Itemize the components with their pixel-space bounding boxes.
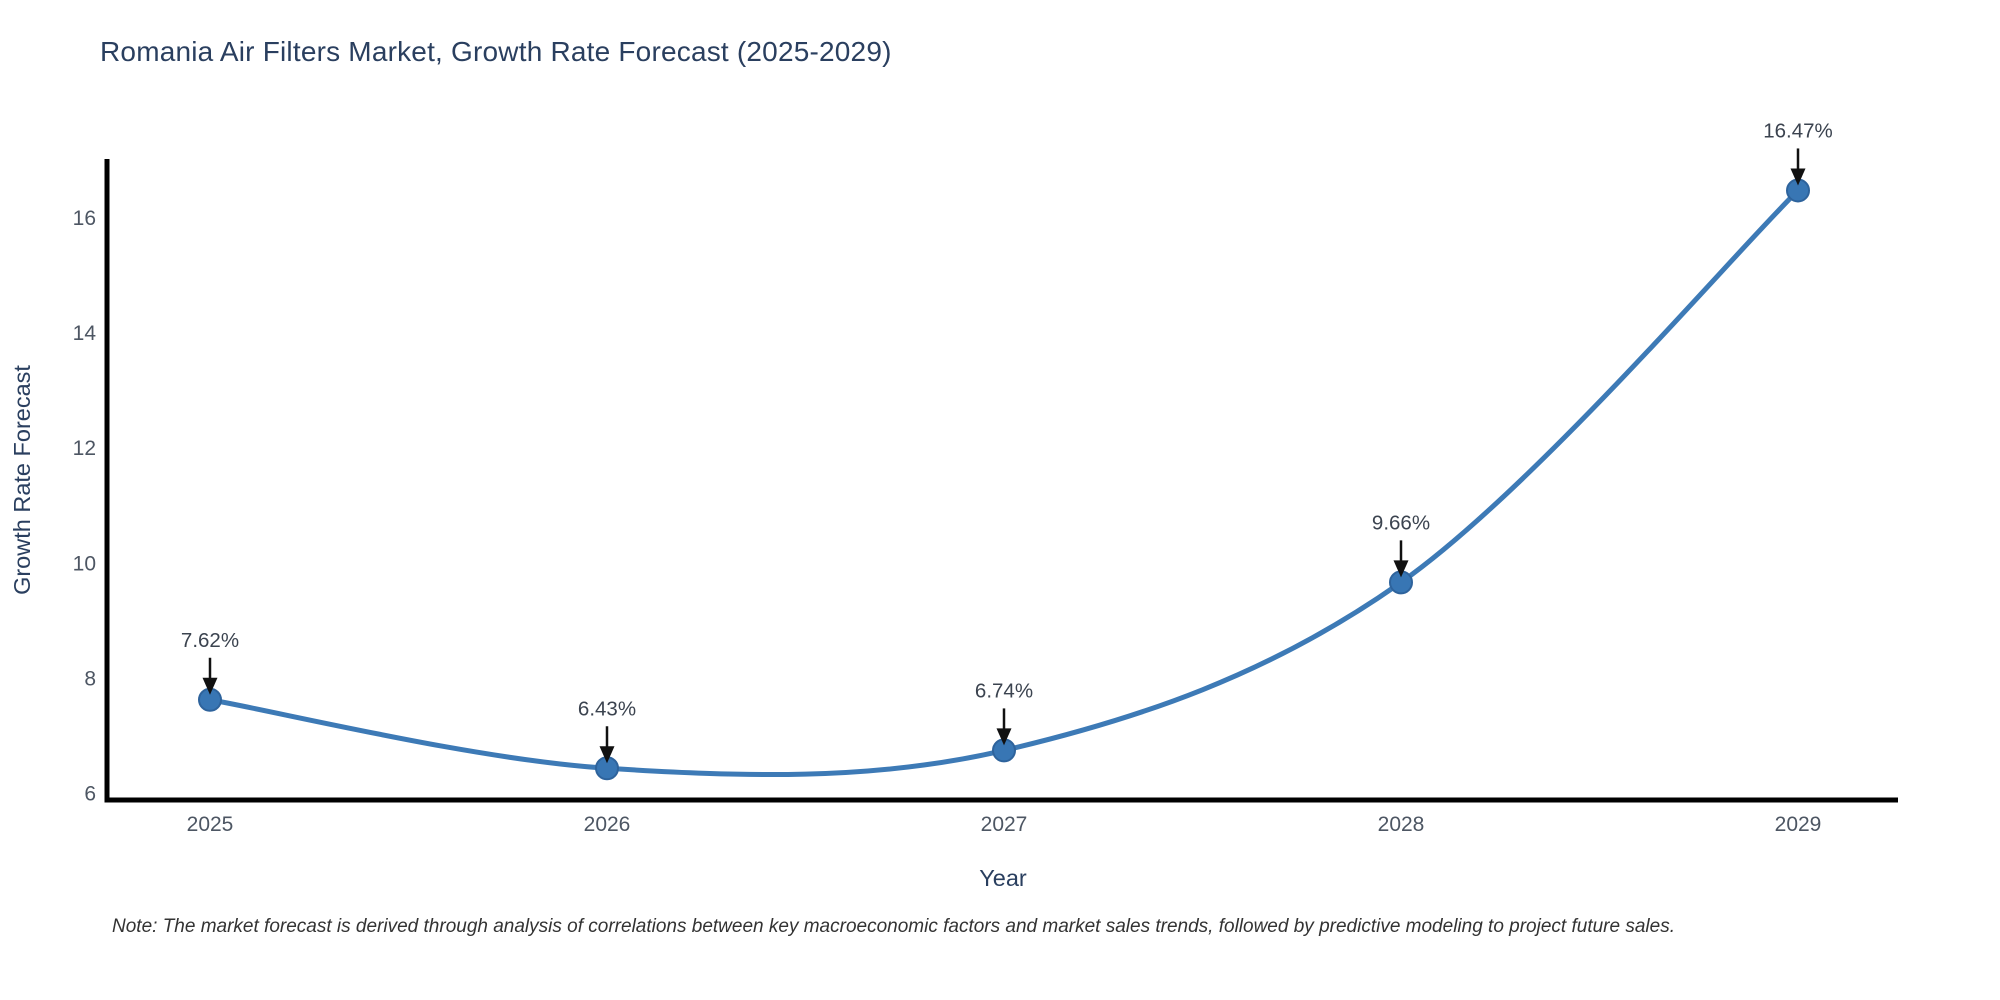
x-tick-label: 2029 (1775, 813, 1822, 836)
data-point-label: 7.62% (181, 629, 239, 652)
data-point-label: 6.43% (578, 697, 636, 720)
annotation-arrowhead-icon (1790, 168, 1806, 186)
x-tick-label: 2026 (584, 813, 631, 836)
x-tick-label: 2027 (981, 813, 1028, 836)
y-tick-label: 10 (73, 552, 96, 575)
y-tick-label: 14 (73, 322, 97, 345)
data-point-label: 9.66% (1372, 511, 1430, 534)
x-tick-label: 2025 (187, 813, 234, 836)
y-tick-label: 8 (84, 667, 96, 690)
y-tick-label: 6 (84, 783, 96, 806)
annotation-arrowhead-icon (202, 677, 218, 695)
annotation-arrowhead-icon (599, 746, 615, 764)
data-point-label: 16.47% (1763, 119, 1833, 142)
y-tick-label: 16 (73, 207, 96, 230)
y-axis-title: Growth Rate Forecast (9, 365, 35, 595)
footnote: Note: The market forecast is derived thr… (112, 916, 1675, 937)
annotation-arrowhead-icon (996, 728, 1012, 746)
annotation-arrowhead-icon (1393, 560, 1409, 578)
x-tick-label: 2028 (1378, 813, 1425, 836)
x-axis-title: Year (979, 865, 1027, 891)
y-tick-label: 12 (73, 437, 96, 460)
chart-title: Romania Air Filters Market, Growth Rate … (100, 36, 892, 67)
data-point-label: 6.74% (975, 679, 1033, 702)
